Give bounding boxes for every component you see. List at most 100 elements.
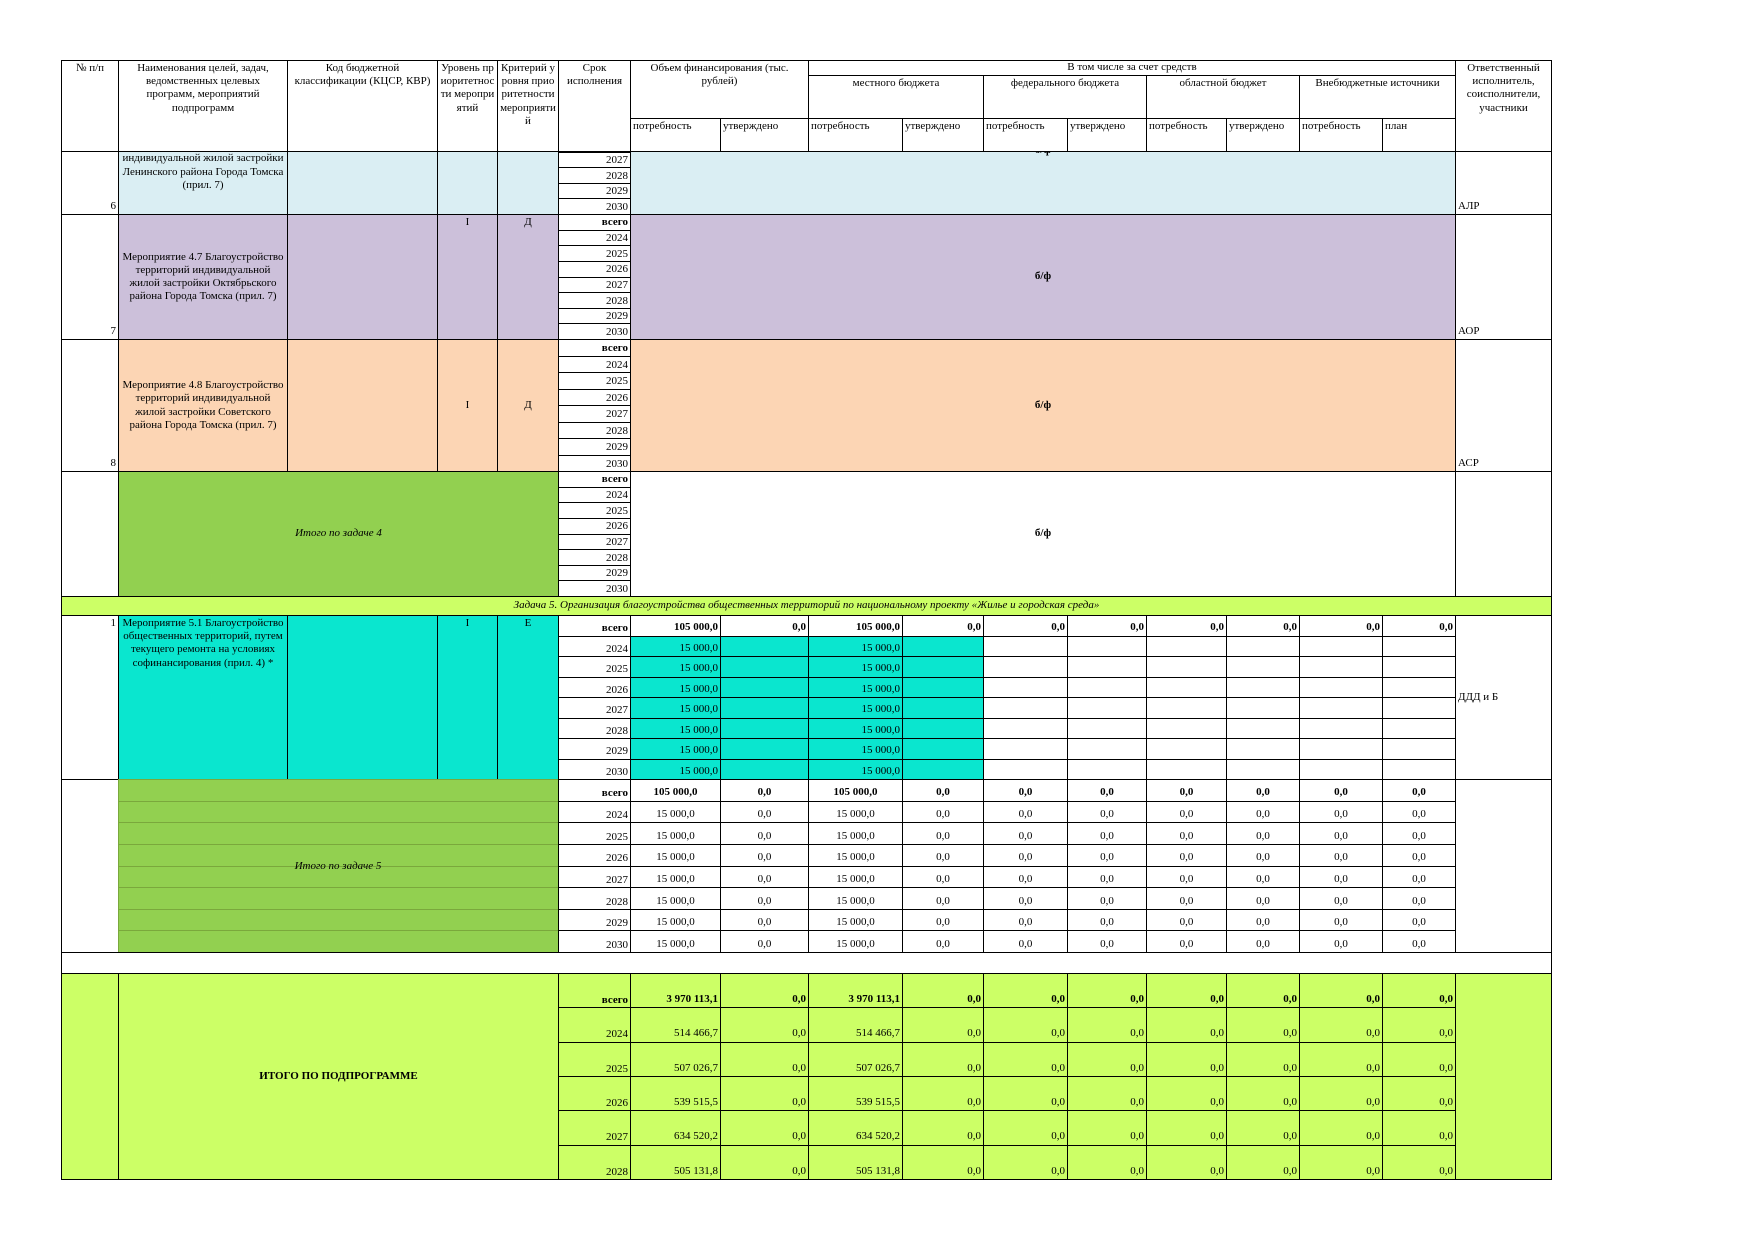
amount-text: 15 000,0 [861,682,901,695]
amount: 0,0 [720,1041,809,1077]
amount [1299,717,1383,739]
term-year-text: 2027 [606,873,628,886]
amount: 0,0 [720,908,809,932]
amount: 0,0 [1067,887,1147,910]
amount: 0,0 [1382,800,1456,824]
header-criterion: Критерий уровня приоритетности мероприят… [497,60,559,152]
priority-criterion: Д [497,214,559,340]
term-year-text: 2025 [606,1062,628,1075]
amount [720,758,809,780]
total-label: Итого по задаче 4 [118,471,559,597]
amount-text: 0,0 [792,1061,806,1074]
row-number-text: 8 [110,456,117,469]
amount-text: 0,0 [967,1061,981,1074]
term-year: 2024 [558,355,631,373]
amount: 0,0 [902,930,984,953]
row-number [61,471,119,597]
term-year-text: 2028 [606,294,628,307]
amount [1146,676,1227,698]
responsible: АСР [1455,339,1552,472]
amount-text: 0,0 [1256,937,1270,950]
amount-text: 0,0 [1334,808,1348,821]
amount: 0,0 [1299,908,1383,932]
priority-level [437,151,498,215]
header-responsible: Ответственный исполнитель, соисполнители… [1455,60,1552,152]
amount: 0,0 [1146,615,1227,637]
amount [1146,635,1227,657]
amount [1146,656,1227,678]
measure-name-text: Мероприятие 4.7 Благоустройство территор… [122,250,284,303]
amount-text: 0,0 [757,872,772,885]
amount: 0,0 [1067,800,1147,824]
amount-text: 0,0 [936,872,950,885]
amount-text: 0,0 [1130,1027,1144,1040]
amount-text: 0,0 [1100,894,1114,907]
term-year-text: 2027 [606,704,628,717]
amount-text: 15 000,0 [861,703,901,716]
amount-text: 0,0 [1439,1096,1453,1109]
amount [1067,738,1147,760]
amount-text: 0,0 [1439,1061,1453,1074]
amount: 0,0 [1146,779,1227,802]
amount-text: 15 000,0 [656,829,695,842]
amount: 0,0 [983,1144,1068,1180]
header-source-text: Внебюджетные источники [1315,77,1440,89]
amount: 0,0 [1382,1076,1456,1112]
amount-text: 0,0 [1051,621,1065,634]
amount: 15 000,0 [630,635,721,657]
amount: 0,0 [902,1041,984,1077]
term-year-text: 2028 [606,169,628,182]
amount [1382,635,1456,657]
header-code-text: Код бюджетной классификации (КЦСР, КВР) [294,62,431,88]
amount: 0,0 [720,930,809,953]
priority-criterion-text: Е [524,617,532,629]
responsible: АЛР [1455,151,1552,215]
amount: 0,0 [1226,1007,1300,1043]
amount: 0,0 [1226,887,1300,910]
term-year: всего [558,973,631,1009]
amount-text: 0,0 [1366,1130,1380,1143]
amount: 0,0 [1226,822,1300,845]
amount-text: 0,0 [792,1096,806,1109]
amount: 15 000,0 [630,843,721,867]
term-year: 2030 [558,930,631,953]
amount-text: 0,0 [1412,872,1426,885]
amount [1299,758,1383,780]
term-year: 2028 [558,549,631,566]
amount: 0,0 [1146,1110,1227,1146]
measure-name: индивидуальной жилой застройки Ленинског… [118,151,288,215]
amount: 0,0 [983,1007,1068,1043]
amount-text: 15 000,0 [836,808,875,821]
amount-text: 15 000,0 [679,682,719,695]
term-year: всего [558,339,631,357]
term-year-text: 2028 [606,424,628,437]
row-number [61,973,119,1180]
amount-text: 0,0 [1256,829,1270,842]
code-cell [287,615,438,780]
amount: 15 000,0 [630,865,721,889]
amount [1299,676,1383,698]
amount-text: 0,0 [1334,894,1348,907]
amount: 0,0 [902,1144,984,1180]
amount-text: 505 131,8 [856,1164,900,1177]
amount-text: 0,0 [1210,1164,1224,1177]
amount-text: 0,0 [757,808,772,821]
amount-text: 0,0 [1439,1130,1453,1143]
term-year: 2025 [558,822,631,845]
amount-text: 15 000,0 [679,744,719,757]
term-year: всего [558,471,631,488]
amount-text: 0,0 [1412,829,1426,842]
amount: 15 000,0 [808,697,903,719]
amount [983,717,1068,739]
amount: 0,0 [720,887,809,910]
term-year-text: 2028 [606,724,628,737]
amount: 0,0 [1146,1007,1227,1043]
amount: 15 000,0 [630,930,721,953]
term-year-text: 2026 [606,520,628,533]
amount-text: 0,0 [1366,1096,1380,1109]
amount: 0,0 [902,822,984,845]
term-year-text: 2025 [606,663,628,676]
amount: 0,0 [983,865,1068,889]
amount-text: 0,0 [1210,1027,1224,1040]
amount [902,758,984,780]
